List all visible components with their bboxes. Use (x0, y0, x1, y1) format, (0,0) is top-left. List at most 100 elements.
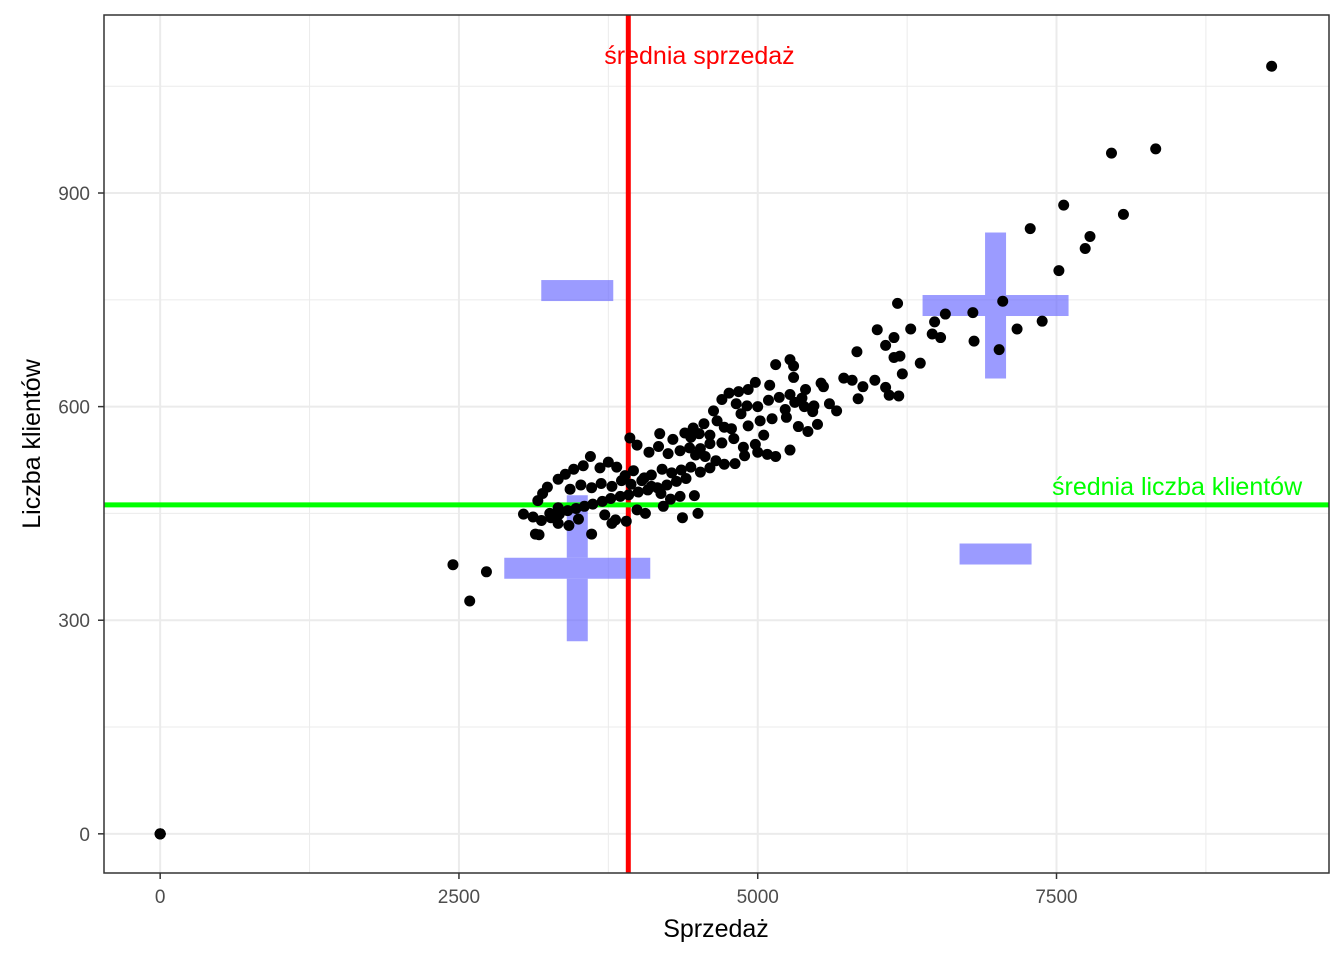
data-point (480, 566, 492, 578)
data-point (699, 450, 711, 462)
data-point (676, 512, 688, 524)
data-point (535, 515, 547, 527)
data-point (586, 528, 598, 540)
data-point (643, 446, 655, 458)
data-point (737, 441, 749, 453)
data-point (792, 421, 804, 433)
data-point (817, 381, 829, 393)
data-point (802, 426, 814, 438)
data-point (605, 492, 617, 504)
data-point (653, 440, 665, 452)
data-point (552, 473, 564, 485)
data-point (562, 505, 574, 517)
quadrant-marks (504, 232, 1069, 642)
data-point (1011, 323, 1023, 335)
data-point (811, 418, 823, 430)
data-point (838, 372, 850, 384)
data-point (926, 328, 938, 340)
data-point (800, 384, 812, 396)
data-point (742, 384, 754, 396)
data-point (679, 427, 691, 439)
data-point (674, 490, 686, 502)
data-point (596, 495, 608, 507)
data-point (632, 486, 644, 498)
data-point (564, 483, 576, 495)
data-point (661, 479, 673, 491)
data-point (770, 359, 782, 371)
data-point (871, 324, 883, 336)
data-point (1150, 143, 1162, 155)
data-point (905, 323, 917, 335)
plus-sign-horizontal-bar (922, 295, 1069, 317)
data-point (935, 332, 947, 344)
data-point (698, 418, 710, 430)
data-point (823, 398, 835, 410)
y-tick-label: 300 (58, 611, 90, 632)
data-point (666, 467, 678, 479)
data-point (770, 450, 782, 462)
data-point (563, 520, 575, 532)
data-point (577, 460, 589, 472)
data-point (527, 511, 539, 523)
data-point (894, 350, 906, 362)
data-point (631, 439, 643, 451)
data-point (532, 495, 544, 507)
data-point (587, 498, 599, 510)
y-tick-label: 600 (58, 398, 90, 419)
minor-gridlines (104, 15, 1329, 873)
panel-border (103, 14, 1330, 874)
data-point (752, 446, 764, 458)
data-point (728, 433, 740, 445)
x-tick-label: 2500 (438, 887, 480, 908)
minus-sign-mark (541, 280, 614, 302)
data-point (788, 360, 800, 372)
data-point (729, 458, 741, 470)
data-point (788, 371, 800, 383)
data-point (680, 473, 692, 485)
y-tick-label: 900 (58, 184, 90, 205)
data-point (739, 450, 751, 462)
data-point (929, 316, 941, 328)
data-point (1105, 147, 1117, 159)
data-point (1084, 230, 1096, 242)
data-point (704, 462, 716, 474)
plus-sign-horizontal-bar (504, 557, 651, 579)
data-point (742, 420, 754, 432)
data-point (735, 408, 747, 420)
data-point (749, 376, 761, 388)
data-point (883, 389, 895, 401)
plus-sign-vertical-bar-top (985, 232, 1007, 296)
reference-lines (104, 15, 1329, 873)
data-point (762, 394, 774, 406)
data-point (967, 307, 979, 319)
data-point (620, 515, 632, 527)
data-point (623, 489, 635, 501)
data-point (615, 475, 627, 487)
data-point (766, 413, 778, 425)
data-point (688, 490, 700, 502)
data-point (568, 463, 580, 475)
data-point (893, 390, 905, 402)
data-point (606, 517, 618, 529)
data-point (631, 504, 643, 516)
data-point (447, 559, 459, 571)
data-point (645, 480, 657, 492)
data-point (627, 465, 639, 477)
data-point (1036, 315, 1048, 327)
data-point (693, 428, 705, 440)
data-point (654, 428, 666, 440)
data-point (993, 344, 1005, 356)
data-point (764, 379, 776, 391)
data-point (636, 475, 648, 487)
data-point (718, 458, 730, 470)
data-point (851, 346, 863, 358)
data-point (711, 415, 723, 427)
data-point (625, 478, 637, 490)
data-point (552, 517, 564, 529)
data-point (611, 461, 623, 473)
data-point (741, 400, 753, 412)
data-point (544, 507, 556, 519)
data-point (594, 462, 606, 474)
